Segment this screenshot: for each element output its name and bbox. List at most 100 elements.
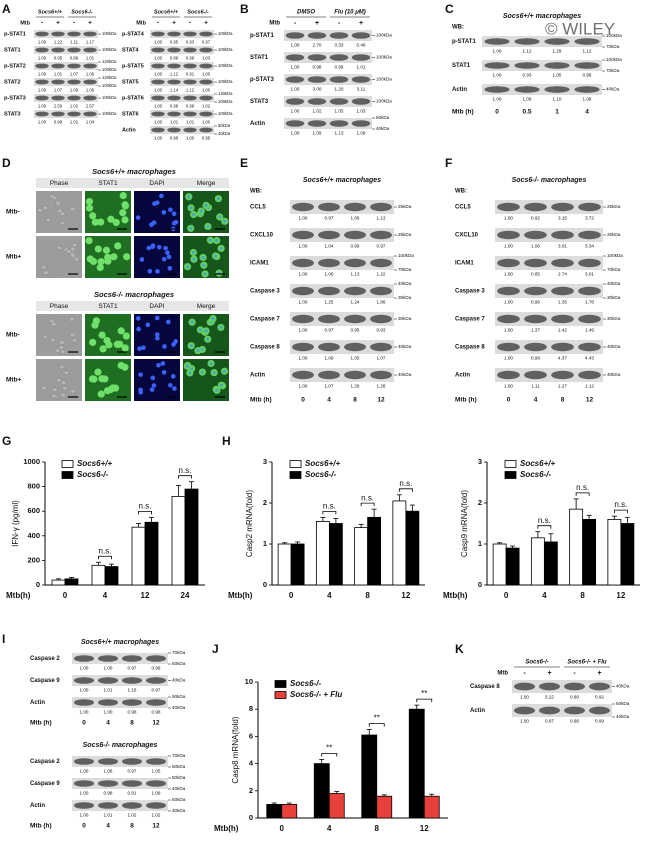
band (292, 230, 314, 240)
bar (505, 547, 520, 586)
band (199, 63, 213, 69)
x-axis-label: Mtb(h) (228, 591, 253, 600)
cell (41, 385, 47, 391)
band (344, 258, 366, 268)
nucleus (190, 320, 194, 324)
nucleus (189, 206, 193, 210)
density-value: 1.09 (523, 97, 532, 102)
cell (122, 332, 130, 340)
cell (113, 340, 121, 348)
band (497, 286, 520, 296)
y-tick-label: 2 (249, 786, 253, 795)
density-value: 1.00 (38, 72, 47, 77)
density-value: 1.04 (325, 244, 334, 249)
nucleus (159, 193, 164, 199)
y-tick-label: 800 (27, 482, 40, 491)
bar (281, 804, 298, 819)
marker-label: 100kDa (607, 253, 623, 258)
cell (103, 387, 112, 395)
marker-label: 50kDa (218, 123, 231, 128)
band (121, 699, 143, 706)
cell (73, 257, 80, 262)
legend-label: Socs6-/- (305, 470, 336, 479)
band (73, 655, 95, 662)
row-label: STAT2 (4, 79, 21, 85)
density-value: 1.00 (80, 688, 89, 693)
density-value: 1.00 (80, 769, 89, 774)
band (551, 202, 574, 212)
density-value: 0.85 (531, 272, 540, 277)
y-axis-label: Casp2 mRNA(fold) (245, 490, 254, 557)
lane-label: 0 (507, 397, 511, 404)
density-value: 1.12 (523, 49, 532, 54)
band (344, 230, 366, 240)
density-value: 1.00 (154, 136, 163, 141)
band (524, 258, 547, 268)
marker-label: 30kDa (398, 316, 412, 321)
band (51, 95, 65, 101)
band (574, 62, 600, 69)
cell (71, 242, 78, 248)
marker-label: 25kDa (398, 204, 412, 209)
cell (123, 253, 131, 261)
band (151, 47, 165, 53)
bar (582, 519, 597, 586)
density-value: 1.22 (377, 272, 386, 277)
density-value: 0.98 (54, 120, 63, 125)
x-tick-label: 0 (63, 591, 68, 600)
row-label: p-STAT1 (452, 39, 476, 45)
marker-label: 70kDa (398, 267, 412, 272)
significance-label: ** (374, 714, 380, 723)
row-label: Actin (452, 87, 467, 93)
density-value: 1.25 (325, 300, 334, 305)
lane-label: 0 (495, 109, 499, 116)
lane-label: 8 (130, 720, 134, 727)
row-label: p-STAT3 (250, 77, 274, 83)
band (51, 79, 65, 85)
blot-strip (72, 778, 168, 789)
bar (361, 734, 378, 819)
row-label: Caspase 3 (455, 289, 485, 295)
density-value: 1.24 (351, 300, 360, 305)
legend-swatch (289, 460, 302, 468)
band (292, 258, 314, 268)
nucleus (185, 265, 190, 269)
band (97, 802, 119, 809)
marker-label: 100kDa (218, 79, 233, 84)
band (484, 38, 510, 45)
bar (144, 521, 159, 586)
blot-title: Socs6+/+ macrophages (81, 639, 159, 646)
nucleus (204, 203, 208, 207)
bar (620, 523, 635, 586)
density-value: 1.00 (299, 244, 308, 249)
lane-label: - (523, 670, 526, 677)
significance-label: n.s. (538, 516, 551, 525)
cell (89, 257, 98, 266)
density-value: 1.05 (335, 109, 344, 114)
cell (37, 207, 43, 213)
band (73, 758, 95, 765)
y-tick-label: 0 (249, 813, 253, 822)
nucleus (215, 239, 219, 243)
group-label: Socs6-/- (71, 9, 93, 15)
density-value: 1.17 (86, 40, 95, 45)
bar (91, 564, 106, 586)
band (578, 258, 601, 268)
band (285, 32, 305, 39)
legend-swatch (274, 680, 287, 688)
blot-strip (495, 284, 603, 298)
row-label: CXCL10 (250, 233, 274, 239)
row-label: Actin (250, 373, 265, 379)
lane-label: - (189, 20, 191, 27)
density-value: 1.00 (291, 43, 300, 48)
band (121, 780, 143, 787)
band (292, 342, 314, 352)
nucleus (138, 387, 143, 393)
x-tick-label: 12 (420, 824, 429, 833)
marker-label: 120kDa (218, 91, 233, 96)
lane-label: + (597, 670, 601, 677)
density-value: 1.06 (86, 72, 95, 77)
cell (94, 245, 102, 253)
significance-bracket (575, 492, 590, 496)
